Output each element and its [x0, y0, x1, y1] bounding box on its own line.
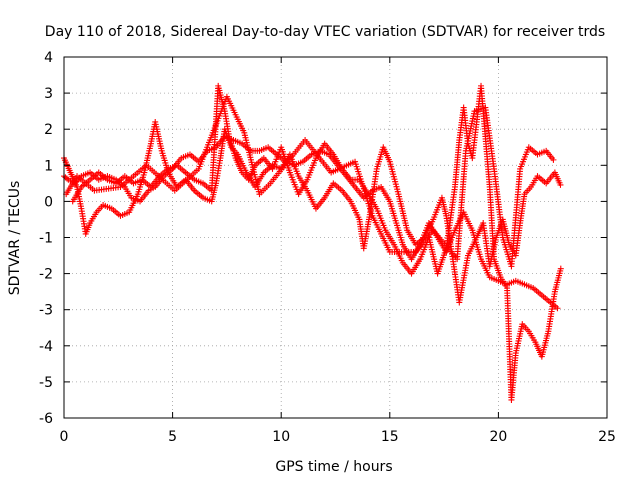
y-tick-label: 1 [44, 158, 53, 174]
y-tick-label: 0 [44, 194, 53, 210]
x-tick-label: 0 [60, 429, 69, 445]
data-points [61, 82, 564, 403]
x-tick-label: 15 [381, 429, 399, 445]
plot-frame [63, 56, 608, 419]
x-tick-label: 25 [598, 429, 616, 445]
data-point [554, 305, 561, 312]
data-point [557, 265, 564, 272]
axis-ticks: 0 5 10 15 20 25 -6 -5 -4 -3 -2 -1 0 1 2 3 4 [39, 50, 616, 445]
x-tick-label: 20 [489, 429, 507, 445]
y-tick-label: 3 [44, 86, 53, 102]
y-tick-label: -3 [39, 303, 53, 319]
x-tick-label: 10 [272, 429, 290, 445]
y-tick-label: -5 [39, 375, 53, 391]
x-axis-label: GPS time / hours [275, 459, 392, 475]
chart-title: Day 110 of 2018, Sidereal Day-to-day VTE… [45, 24, 605, 40]
y-tick-label: -1 [39, 231, 53, 247]
data-point [550, 156, 557, 163]
y-tick-label: -4 [39, 339, 53, 355]
data-point [63, 175, 70, 182]
y-tick-label: 2 [44, 122, 53, 138]
x-tick-label: 5 [168, 429, 177, 445]
data-point [557, 181, 564, 188]
y-tick-label: -2 [39, 267, 53, 283]
y-axis-label: SDTVAR / TECUs [7, 181, 23, 296]
grid [64, 57, 607, 418]
y-tick-label: 4 [44, 50, 53, 66]
y-tick-label: -6 [39, 411, 53, 427]
